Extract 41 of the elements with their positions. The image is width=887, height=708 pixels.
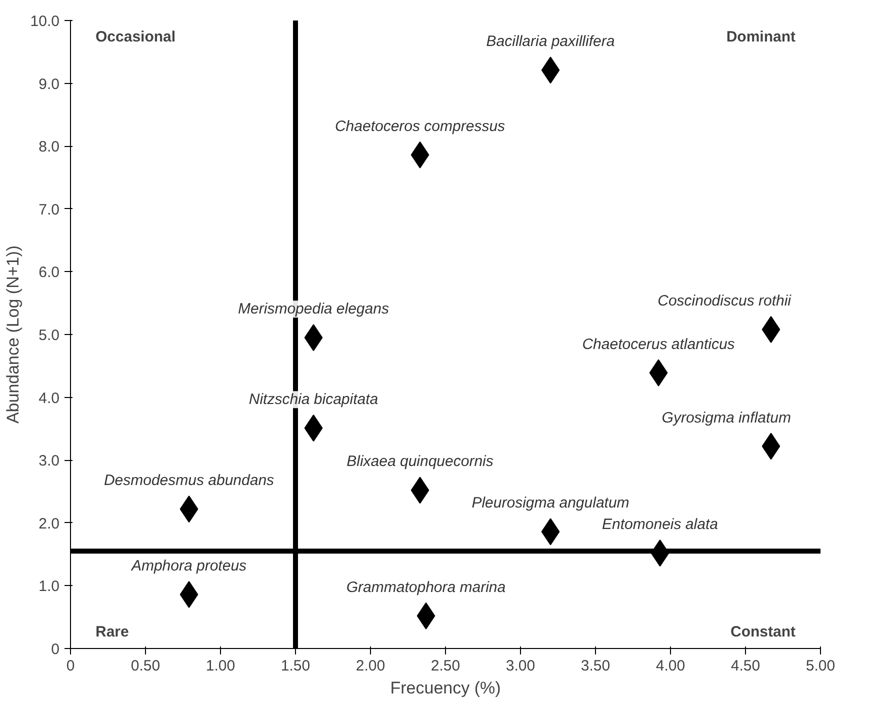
- x-tick-label: 4.50: [730, 658, 760, 674]
- annotation: Coscinodiscus rothii: [658, 292, 792, 310]
- annotation: Rare: [96, 624, 129, 640]
- y-axis-title: Abundance (Log (N+1)): [3, 245, 22, 424]
- annotation: Merismopedia elegans: [238, 300, 390, 318]
- x-tick-label: 4.00: [656, 658, 686, 674]
- y-tick-label: 5.0: [38, 327, 60, 344]
- x-tick-label: 3.50: [580, 658, 610, 674]
- annotation: Dominant: [726, 28, 796, 46]
- annotation: Occasional: [96, 28, 176, 46]
- annotation: Bacillaria paxillifera: [486, 33, 615, 50]
- y-tick-label: 9.0: [38, 76, 60, 93]
- x-tick-label: 2.50: [430, 658, 460, 674]
- annotation: Desmodesmus abundans: [104, 472, 275, 490]
- annotation: Nitzschia bicapitata: [248, 391, 378, 408]
- y-tick-label: 2.0: [38, 515, 60, 532]
- x-tick-label: 3.00: [506, 658, 536, 674]
- annotation: Pleurosigma angulatum: [472, 494, 630, 512]
- x-tick-label: 0: [66, 658, 75, 674]
- y-tick-label: 10.0: [30, 13, 60, 30]
- y-tick-label: 7.0: [38, 201, 60, 218]
- y-tick-label: 3.0: [38, 452, 60, 470]
- y-tick-label: 1.0: [38, 578, 60, 596]
- y-tick-label: 6.0: [38, 264, 60, 282]
- x-tick-label: 1.00: [206, 658, 236, 674]
- annotation: Amphora proteus: [130, 557, 248, 574]
- annotation: Grammatophora marina: [346, 578, 506, 596]
- y-tick-label: 4.0: [38, 390, 60, 407]
- annotation: Entomoneis alata: [602, 516, 718, 534]
- annotation: Chaetoceros compressus: [334, 118, 506, 135]
- x-tick-label: 5.00: [806, 658, 836, 674]
- annotation: Chaetocerus atlanticus: [582, 336, 736, 353]
- x-tick-label: 0.50: [130, 658, 160, 674]
- x-axis-title: Frecuency (%): [390, 678, 501, 698]
- annotation: Gyrosigma inflatum: [662, 409, 792, 426]
- annotation: Blixaea quinquecornis: [346, 453, 494, 470]
- annotation: Constant: [730, 624, 796, 640]
- x-tick-label: 1.50: [280, 658, 310, 674]
- y-tick-label: 8.0: [38, 138, 60, 156]
- y-tick-label: 0: [51, 641, 60, 658]
- x-tick-label: 2.00: [356, 658, 386, 674]
